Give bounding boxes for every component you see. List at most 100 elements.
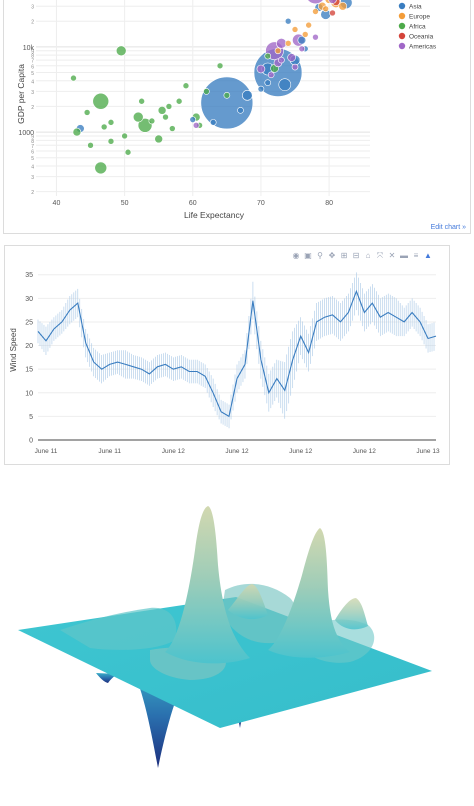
x-tick-label: 60	[189, 200, 197, 207]
bubble-europe[interactable]	[338, 1, 348, 11]
legend-marker[interactable]	[398, 12, 406, 20]
camera-icon[interactable]: ◉	[293, 251, 300, 260]
y-tick-label: 1000	[18, 130, 34, 137]
legend-entry[interactable]: Europe	[409, 14, 430, 21]
bubble-asia[interactable]	[200, 76, 254, 130]
bubble-africa[interactable]	[94, 161, 108, 175]
legend-marker[interactable]	[398, 2, 406, 10]
y-minor-tick-label: 8	[31, 139, 34, 145]
bubble-africa[interactable]	[100, 123, 108, 131]
autoscale-icon[interactable]: ⤧	[377, 251, 384, 260]
bubble-africa[interactable]	[107, 119, 115, 126]
bubble-africa[interactable]	[203, 88, 210, 95]
y-tick-label: 30	[25, 296, 33, 303]
legend-entry[interactable]: Americas	[409, 44, 437, 51]
bubble-americas[interactable]	[278, 56, 285, 64]
bubble-asia[interactable]	[278, 78, 292, 91]
bubble-africa[interactable]	[148, 117, 156, 125]
zoom-out-icon[interactable]: ⊟	[353, 251, 360, 260]
legend-marker[interactable]	[398, 32, 406, 40]
bubble-africa[interactable]	[92, 92, 110, 110]
y-tick-label: 20	[25, 343, 33, 350]
bubble-americas[interactable]	[328, 0, 337, 4]
zoom-in-icon[interactable]: ⊞	[341, 251, 348, 260]
bubble-africa[interactable]	[124, 148, 132, 156]
save-icon[interactable]: ▣	[304, 251, 312, 260]
legend-entry[interactable]: Asia	[409, 4, 422, 11]
bubble-europe[interactable]	[301, 31, 309, 38]
y-minor-tick-label: 2	[31, 105, 34, 111]
bubble-americas[interactable]	[291, 63, 299, 71]
bubble-africa[interactable]	[132, 111, 144, 123]
bubble-europe[interactable]	[312, 8, 319, 15]
zoom-icon[interactable]: ⚲	[317, 251, 323, 260]
wind-chart-panel: ◉ ▣ ⚲ ✥ ⊞ ⊟ ⌂ ⤧ ✕ ▬ ≡ ▲ 0 5 10 15 20 25 30 35 June 11 June …	[0, 240, 474, 468]
bubble-africa[interactable]	[216, 62, 224, 70]
spike-icon[interactable]: ✕	[389, 251, 396, 260]
bubble-africa[interactable]	[157, 106, 167, 115]
bubble-africa[interactable]	[169, 125, 176, 132]
pan-icon[interactable]: ✥	[329, 251, 336, 260]
bubble-y-axis-label: GDP per Capita	[16, 64, 26, 124]
y-minor-tick-label: 6	[31, 64, 34, 70]
surface-panel	[0, 480, 474, 801]
bubble-legend[interactable]: Asia Europe Africa Oceania Americas	[398, 2, 437, 51]
bubble-americas[interactable]	[312, 33, 319, 41]
bubble-americas[interactable]	[287, 53, 296, 62]
bubble-africa[interactable]	[223, 92, 231, 99]
bubble-americas[interactable]	[256, 64, 266, 74]
edit-chart-link[interactable]: Edit chart »	[431, 224, 467, 231]
bubble-africa[interactable]	[115, 45, 127, 57]
bubble-africa[interactable]	[107, 137, 115, 145]
bubble-africa[interactable]	[137, 118, 153, 133]
y-tick-label: 0	[29, 438, 33, 445]
y-minor-tick-label: 3	[31, 90, 34, 96]
plotly-logo-icon[interactable]: ▲	[424, 251, 432, 260]
legend-entry[interactable]: Oceania	[409, 34, 434, 41]
bubble-europe[interactable]	[322, 5, 329, 13]
x-tick-label: 40	[53, 200, 61, 207]
legend-marker[interactable]	[398, 42, 406, 50]
bubble-asia[interactable]	[297, 35, 307, 45]
bubble-oceania[interactable]	[329, 9, 336, 17]
bubble-americas[interactable]	[298, 45, 306, 53]
bubble-africa[interactable]	[162, 113, 169, 121]
bubble-europe[interactable]	[291, 26, 299, 33]
bubble-africa[interactable]	[70, 74, 77, 82]
bubble-americas[interactable]	[305, 0, 325, 5]
bubble-asia[interactable]	[264, 79, 272, 86]
bubble-asia[interactable]	[284, 17, 292, 25]
bubble-africa[interactable]	[83, 109, 91, 116]
bubble-americas[interactable]	[267, 71, 275, 79]
bubble-europe[interactable]	[305, 21, 312, 29]
bubble-africa[interactable]	[154, 134, 163, 144]
hover-closest-icon[interactable]: ▬	[400, 251, 408, 260]
legend-entry[interactable]: Africa	[409, 24, 426, 31]
bubble-asia[interactable]	[237, 107, 244, 114]
bubble-asia[interactable]	[189, 116, 197, 123]
hover-compare-icon[interactable]: ≡	[414, 251, 419, 260]
y-minor-tick-label: 3	[31, 175, 34, 181]
bubble-africa[interactable]	[72, 127, 82, 137]
bubble-asia[interactable]	[242, 90, 253, 101]
modebar[interactable]: ◉ ▣ ⚲ ✥ ⊞ ⊟ ⌂ ⤧ ✕ ▬ ≡ ▲	[293, 251, 432, 260]
bubble-africa[interactable]	[138, 97, 145, 105]
legend-marker[interactable]	[398, 22, 406, 30]
bubble-africa[interactable]	[182, 82, 190, 90]
bubble-africa[interactable]	[175, 97, 183, 105]
home-icon[interactable]: ⌂	[366, 251, 371, 260]
bubble-asia[interactable]	[209, 119, 217, 126]
bubble-africa[interactable]	[121, 132, 128, 140]
bubble-europe[interactable]	[284, 40, 292, 47]
bubble-europe[interactable]	[274, 47, 282, 55]
bubble-americas[interactable]	[192, 122, 200, 129]
bubble-africa[interactable]	[87, 141, 94, 149]
bubble-africa[interactable]	[264, 52, 272, 60]
bubble-asia[interactable]	[257, 85, 265, 93]
bubble-africa[interactable]	[165, 103, 173, 110]
wind-y-ticks: 0 5 10 15 20 25 30 35	[25, 272, 33, 444]
bubble-americas[interactable]	[276, 38, 287, 49]
surface-ridge	[60, 607, 177, 650]
x-tick-label: June 12	[289, 448, 313, 455]
